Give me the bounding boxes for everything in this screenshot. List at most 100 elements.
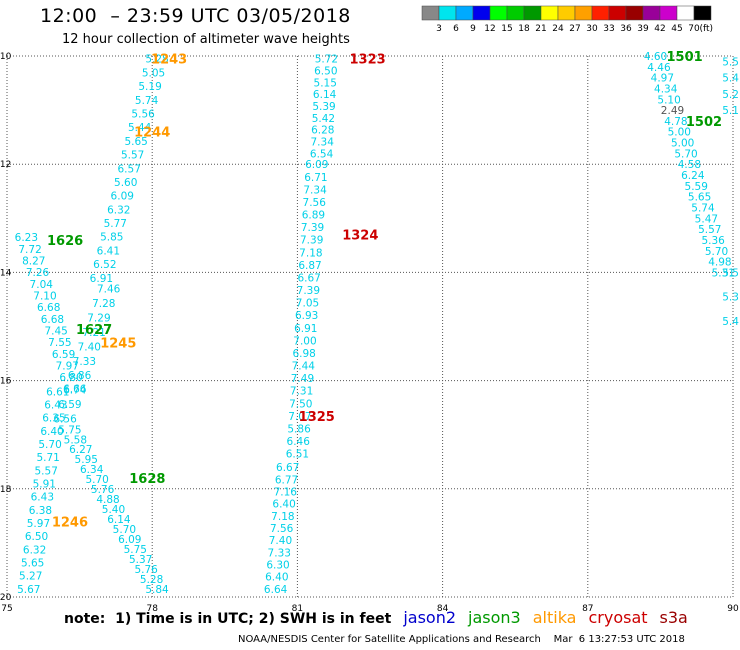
satellite-legend: jason2 jason3 altika cryosat s3a (391, 608, 688, 627)
wave-height-value: 6.64 (264, 584, 288, 596)
wave-height-value: 7.04 (30, 279, 54, 291)
x-tick-label: 78 (146, 604, 158, 614)
colorbar-label: 39 (637, 24, 649, 34)
wave-height-value: 6.27 (69, 444, 92, 456)
wave-height-value: 7.46 (97, 284, 121, 296)
wave-height-value: 7.33 (73, 356, 96, 368)
legend-cryosat: cryosat (588, 608, 648, 627)
colorbar-label: 12 (484, 24, 495, 34)
x-tick-label: 90 (727, 604, 739, 614)
wave-height-value: 5.91 (33, 479, 56, 491)
colorbar-swatch (557, 5, 576, 21)
wave-height-value: 7.26 (26, 267, 50, 279)
wave-height-value: 6.38 (29, 505, 52, 517)
wave-height-value: 5.31 (712, 267, 735, 279)
wave-height-value: 6.54 (310, 148, 334, 160)
wave-height-value: 7.55 (48, 337, 71, 349)
colorbar-swatch (676, 5, 695, 21)
wave-height-value: 2.49 (661, 105, 684, 117)
wave-height-value: 7.16 (274, 487, 298, 499)
wave-height-value: 6.59 (52, 349, 75, 361)
wave-height-value: 5.28 (140, 574, 163, 586)
colorbar-swatch (591, 5, 610, 21)
wave-height-value: 4.58 (678, 159, 701, 171)
wave-height-value: 5.57 (35, 465, 58, 477)
colorbar-swatch (421, 5, 440, 21)
wave-height-value: 7.50 (289, 398, 312, 410)
wave-height-value: 7.34 (311, 137, 335, 149)
colorbar-label: 15 (501, 24, 512, 34)
wave-height-value: 5.67 (17, 584, 40, 596)
pass-label: 1246 (52, 515, 88, 530)
wave-height-value: 6.30 (266, 560, 289, 572)
wave-height-value: 5.75 (124, 544, 147, 556)
wave-height-value: 6.61 (46, 386, 69, 398)
wave-height-value: 6.09 (118, 534, 141, 546)
wave-height-value: 7.40 (269, 535, 292, 547)
wave-height-value: 5.3 (722, 292, 739, 304)
colorbar-label: 24 (552, 24, 564, 34)
wave-height-value: 6.41 (97, 245, 120, 257)
wave-height-value: 6.91 (294, 323, 317, 335)
wave-height-value: 5.5 (722, 56, 739, 68)
wave-height-value: 5.71 (36, 452, 59, 464)
colorbar-label: 42 (654, 24, 665, 34)
wave-height-value: 5.70 (705, 246, 728, 258)
wave-height-value: 5.05 (142, 67, 165, 79)
wave-height-value: 7.05 (296, 298, 319, 310)
wave-height-value: 5.65 (21, 558, 44, 570)
wave-height-value: 4.98 (708, 257, 731, 269)
wave-height-value: 6.71 (304, 172, 327, 184)
colorbar-swatch (455, 5, 474, 21)
wave-height-value: 7.72 (18, 244, 41, 256)
wave-height-value: 7.34 (303, 184, 327, 196)
wave-height-value: 5.5 (722, 267, 739, 279)
colorbar-swatch (659, 5, 678, 21)
colorbar-swatch (693, 5, 712, 21)
colorbar-swatch (608, 5, 627, 21)
wave-height-value: 6.91 (90, 273, 113, 285)
x-tick-label: 75 (1, 604, 12, 614)
legend-s3a: s3a (659, 608, 688, 627)
colorbar-swatch (438, 5, 457, 21)
legend-jason2: jason2 (403, 608, 457, 627)
wave-height-value: 6.50 (314, 66, 337, 78)
footer-legend: note: 1) Time is in UTC; 2) SWH is in fe… (64, 608, 688, 627)
wave-height-value: 7.56 (270, 523, 294, 535)
wave-height-value: 6.32 (107, 204, 130, 216)
colorbar-label: 18 (518, 24, 530, 34)
wave-height-value: 6.43 (44, 400, 67, 412)
pass-label: 1501 (667, 50, 703, 65)
wave-height-value: 5.77 (104, 218, 127, 230)
colorbar-label: 6 (453, 24, 459, 34)
wave-height-value: 5.84 (145, 584, 169, 596)
wave-height-value: 7.39 (297, 285, 320, 297)
wave-height-value: 5.47 (695, 213, 718, 225)
pass-label: 1245 (100, 337, 136, 352)
wave-height-value: 4.78 (664, 116, 687, 128)
chart-title: 12:00 – 23:59 UTC 03/05/2018 (40, 5, 351, 27)
wave-height-value: 6.40 (40, 426, 63, 438)
pass-label: 1628 (129, 472, 165, 487)
wave-height-value: 5.59 (685, 181, 708, 193)
pass-label: 1244 (134, 126, 170, 141)
pass-label: 1325 (299, 410, 335, 425)
chart-subtitle: 12 hour collection of altimeter wave hei… (62, 32, 350, 47)
wave-height-value: 5.57 (121, 150, 144, 162)
wave-height-value: 6.67 (297, 272, 320, 284)
colorbar-label: 27 (569, 24, 580, 34)
colorbar-label: 33 (603, 24, 614, 34)
wave-height-value: 6.23 (15, 232, 38, 244)
wave-height-value: 7.07 (288, 411, 311, 423)
wave-height-value: 7.45 (44, 325, 67, 337)
wave-height-value: 5.70 (85, 474, 108, 486)
wave-height-value: 6.09 (305, 159, 328, 171)
colorbar-swatch (642, 5, 661, 21)
wave-height-value: 7.21 (82, 327, 105, 339)
wave-height-value: 5.39 (312, 101, 335, 113)
colorbar-swatch (574, 5, 593, 21)
wave-height-value: 4.34 (654, 83, 678, 95)
wave-height-value: 5.72 (315, 54, 338, 66)
legend-altika: altika (532, 608, 577, 627)
